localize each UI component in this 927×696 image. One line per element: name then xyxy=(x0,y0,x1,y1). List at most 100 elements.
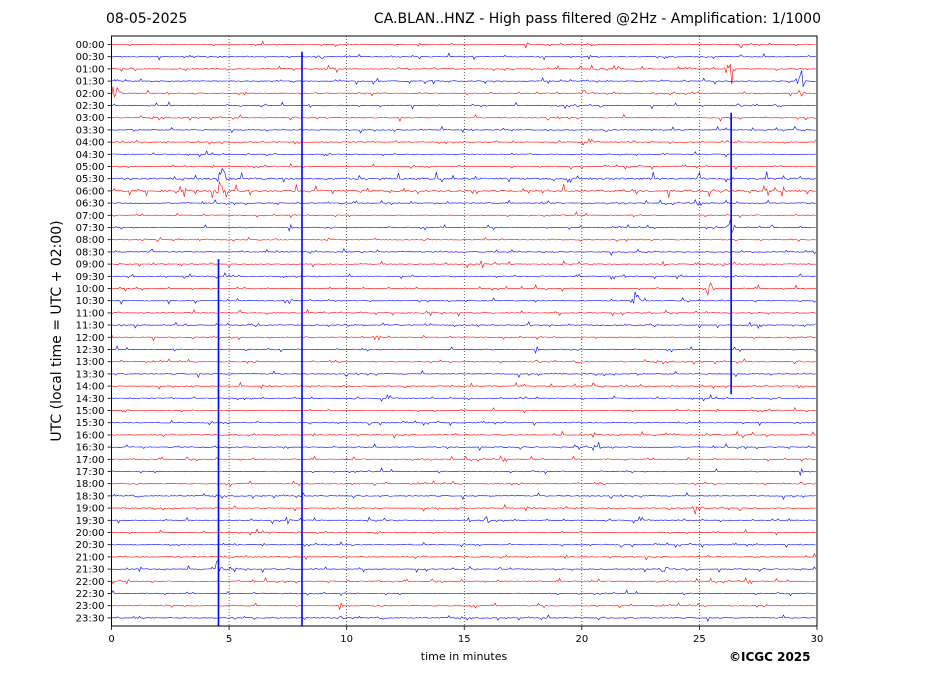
y-tick-label-12:00: 12:00 xyxy=(76,333,105,344)
x-axis-label: time in minutes xyxy=(420,650,508,663)
trace-20:30 xyxy=(111,541,816,548)
y-tick-label-00:00: 00:00 xyxy=(76,40,105,51)
y-tick-label-01:30: 01:30 xyxy=(76,77,105,88)
trace-01:00 xyxy=(111,63,816,85)
y-tick-label-09:30: 09:30 xyxy=(76,272,105,283)
grid-lines xyxy=(228,36,700,626)
x-tick-label-30: 30 xyxy=(811,634,824,645)
y-tick-label-04:00: 04:00 xyxy=(76,138,105,149)
trace-10:30 xyxy=(111,291,816,305)
chart-title: CA.BLAN..HNZ - High pass filtered @2Hz -… xyxy=(373,11,821,27)
y-tick-label-18:30: 18:30 xyxy=(76,491,105,502)
y-tick-label-05:30: 05:30 xyxy=(76,174,105,185)
traces xyxy=(111,40,816,623)
trace-00:30 xyxy=(111,52,816,61)
trace-19:30 xyxy=(111,516,816,525)
trace-09:00 xyxy=(111,260,816,269)
y-tick-label-10:00: 10:00 xyxy=(76,284,105,295)
trace-08:30 xyxy=(111,247,816,257)
trace-14:00 xyxy=(111,381,816,390)
y-tick-label-23:30: 23:30 xyxy=(76,613,105,624)
x-tick-label-10: 10 xyxy=(340,634,353,645)
trace-15:30 xyxy=(111,419,816,426)
trace-16:30 xyxy=(111,441,816,452)
y-tick-label-06:30: 06:30 xyxy=(76,199,105,210)
trace-07:30 xyxy=(111,219,816,234)
y-tick-label-03:30: 03:30 xyxy=(76,125,105,136)
y-tick-label-17:00: 17:00 xyxy=(76,455,105,466)
trace-06:00 xyxy=(111,180,816,199)
y-tick-label-19:30: 19:30 xyxy=(76,516,105,527)
y-tick-label-21:30: 21:30 xyxy=(76,565,105,576)
y-tick-label-19:00: 19:00 xyxy=(76,504,105,515)
date-label: 08-05-2025 xyxy=(106,11,188,27)
y-tick-label-07:00: 07:00 xyxy=(76,211,105,222)
trace-22:00 xyxy=(111,577,816,585)
trace-10:00 xyxy=(111,282,816,297)
y-tick-label-18:00: 18:00 xyxy=(76,479,105,490)
trace-09:30 xyxy=(111,272,816,280)
x-tick-label-25: 25 xyxy=(693,634,706,645)
trace-19:00 xyxy=(111,503,816,515)
y-tick-label-13:00: 13:00 xyxy=(76,357,105,368)
y-tick-label-14:00: 14:00 xyxy=(76,382,105,393)
y-tick-label-08:30: 08:30 xyxy=(76,247,105,258)
y-tick-label-02:30: 02:30 xyxy=(76,101,105,112)
trace-23:00 xyxy=(111,602,816,611)
trace-13:00 xyxy=(111,358,816,365)
x-axis-ticks: 0 5 10 15 20 25 30 xyxy=(108,626,823,645)
y-tick-label-22:00: 22:00 xyxy=(76,577,105,588)
trace-18:00 xyxy=(111,480,816,487)
trace-04:00 xyxy=(111,137,816,146)
trace-16:00 xyxy=(111,430,816,439)
trace-11:00 xyxy=(111,308,816,317)
y-tick-label-12:30: 12:30 xyxy=(76,345,105,356)
y-tick-label-00:30: 00:30 xyxy=(76,52,105,63)
trace-03:00 xyxy=(111,113,816,122)
trace-21:30 xyxy=(111,559,816,574)
y-tick-label-20:30: 20:30 xyxy=(76,540,105,551)
y-tick-label-15:00: 15:00 xyxy=(76,406,105,417)
y-tick-label-10:30: 10:30 xyxy=(76,296,105,307)
trace-02:30 xyxy=(111,101,816,110)
y-tick-label-08:00: 08:00 xyxy=(76,235,105,246)
y-tick-label-06:00: 06:00 xyxy=(76,186,105,197)
trace-06:30 xyxy=(111,199,816,207)
trace-20:00 xyxy=(111,528,816,536)
y-tick-label-16:00: 16:00 xyxy=(76,430,105,441)
trace-04:30 xyxy=(111,150,816,158)
y-tick-label-11:00: 11:00 xyxy=(76,308,105,319)
y-tick-label-16:30: 16:30 xyxy=(76,443,105,454)
plot-frame xyxy=(111,35,818,627)
y-tick-label-20:00: 20:00 xyxy=(76,528,105,539)
trace-17:00 xyxy=(111,455,816,463)
trace-18:30 xyxy=(111,491,816,501)
trace-08:00 xyxy=(111,236,816,242)
x-tick-label-0: 0 xyxy=(108,634,114,645)
copyright-credit: ©ICGC 2025 xyxy=(729,650,811,664)
y-tick-label-21:00: 21:00 xyxy=(76,552,105,563)
trace-23:30 xyxy=(111,614,816,623)
y-tick-label-23:00: 23:00 xyxy=(76,601,105,612)
trace-01:30 xyxy=(111,70,816,88)
trace-14:30 xyxy=(111,394,816,402)
y-tick-label-15:30: 15:30 xyxy=(76,418,105,429)
vertical-spikes xyxy=(217,51,732,626)
y-tick-label-05:00: 05:00 xyxy=(76,162,105,173)
y-tick-label-17:30: 17:30 xyxy=(76,467,105,478)
x-tick-label-20: 20 xyxy=(575,634,588,645)
trace-05:00 xyxy=(111,163,816,170)
y-tick-label-03:00: 03:00 xyxy=(76,113,105,124)
y-tick-label-13:30: 13:30 xyxy=(76,369,105,380)
y-tick-label-02:00: 02:00 xyxy=(76,89,105,100)
trace-21:00 xyxy=(111,552,816,561)
trace-12:30 xyxy=(111,345,816,355)
y-tick-label-09:00: 09:00 xyxy=(76,260,105,271)
trace-15:00 xyxy=(111,407,816,414)
trace-02:00 xyxy=(111,86,816,98)
y-tick-label-04:30: 04:30 xyxy=(76,150,105,161)
trace-00:00 xyxy=(111,40,816,49)
trace-12:00 xyxy=(111,334,816,342)
